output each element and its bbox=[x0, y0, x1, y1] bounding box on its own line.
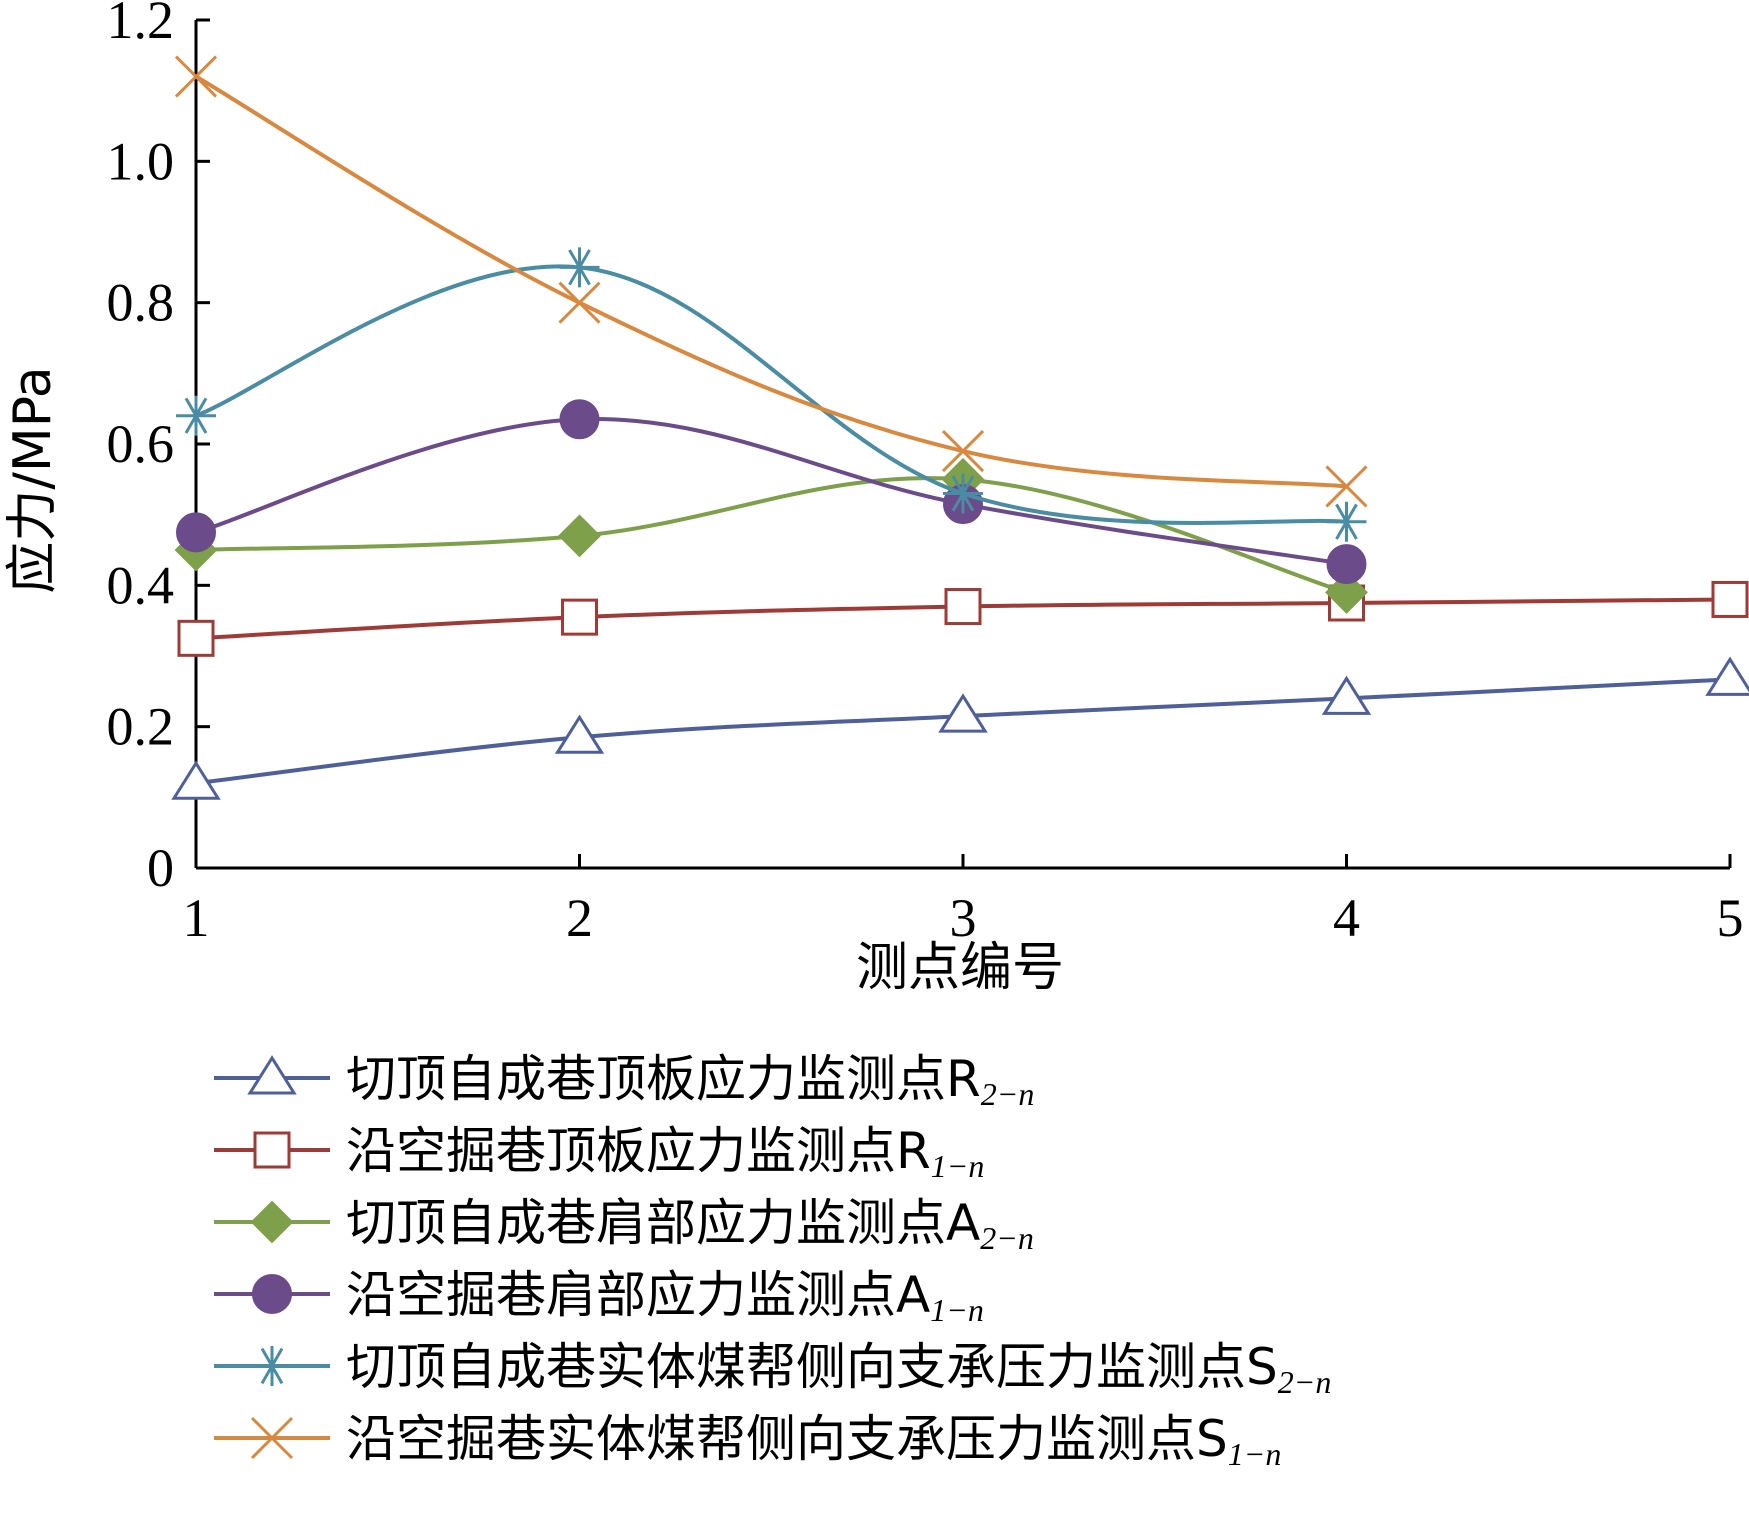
x-axis-title: 测点编号 bbox=[856, 938, 1064, 998]
legend-subscript: 1−n bbox=[930, 1292, 984, 1328]
axes: 0 0.2 0.4 0.6 0.8 1.0 1.2 1 2 3 4 5 bbox=[107, 0, 1744, 948]
series-layer bbox=[171, 55, 1749, 800]
data-point bbox=[1326, 501, 1367, 542]
legend-marker bbox=[252, 1274, 292, 1314]
legend-label: 沿空掘巷实体煤帮侧向支承压力监测点S1−n bbox=[346, 1410, 1281, 1472]
data-point bbox=[176, 395, 216, 436]
data-point bbox=[176, 512, 216, 553]
data-point bbox=[943, 473, 983, 514]
x-tick-label: 4 bbox=[1333, 888, 1360, 948]
legend-item: 沿空掘巷肩部应力监测点A1−n bbox=[214, 1266, 984, 1328]
legend: 切顶自成巷顶板应力监测点R2−n 沿空掘巷顶板应力监测点R1−n 切顶自成巷肩部应力… bbox=[214, 1050, 1331, 1472]
legend-item: 切顶自成巷顶板应力监测点R2−n bbox=[214, 1050, 1034, 1112]
series-line bbox=[195, 264, 1347, 525]
x-tick-label: 5 bbox=[1717, 888, 1744, 948]
y-tick-label: 0.8 bbox=[107, 273, 175, 333]
legend-subscript: 2−n bbox=[981, 1076, 1035, 1112]
data-point bbox=[1326, 544, 1367, 585]
y-tick-label: 0.4 bbox=[107, 555, 175, 615]
legend-label: 切顶自成巷肩部应力监测点A2−n bbox=[346, 1194, 1034, 1256]
legend-item: 沿空掘巷实体煤帮侧向支承压力监测点S1−n bbox=[214, 1410, 1281, 1472]
legend-label: 切顶自成巷实体煤帮侧向支承压力监测点S2−n bbox=[346, 1338, 1331, 1400]
data-point bbox=[561, 598, 598, 636]
legend-item: 切顶自成巷实体煤帮侧向支承压力监测点S2−n bbox=[214, 1338, 1331, 1400]
legend-label: 切顶自成巷顶板应力监测点R2−n bbox=[346, 1050, 1034, 1112]
data-point bbox=[1711, 580, 1749, 618]
data-point bbox=[1325, 570, 1368, 614]
series-line bbox=[194, 74, 1347, 489]
series-line bbox=[195, 476, 1348, 595]
legend-item: 切顶自成巷肩部应力监测点A2−n bbox=[214, 1194, 1034, 1256]
data-point bbox=[177, 619, 215, 657]
y-tick-label: 0.6 bbox=[107, 414, 175, 474]
y-tick-label: 0 bbox=[147, 838, 174, 898]
data-point bbox=[941, 430, 985, 473]
x-tick-label: 3 bbox=[950, 888, 977, 948]
data-point bbox=[1705, 656, 1749, 696]
y-tick-label: 0.2 bbox=[107, 697, 175, 757]
legend-marker bbox=[253, 1131, 291, 1169]
data-point bbox=[558, 281, 601, 324]
y-axis-title: 应力/MPa bbox=[3, 366, 63, 593]
data-point bbox=[171, 760, 221, 800]
y-tick-label: 1.0 bbox=[107, 131, 175, 191]
series-line bbox=[195, 416, 1347, 567]
legend-marker bbox=[250, 1200, 294, 1244]
data-point bbox=[559, 247, 600, 288]
series-3 bbox=[174, 457, 1368, 614]
series-1 bbox=[171, 656, 1749, 800]
legend-subscript: 1−n bbox=[931, 1148, 985, 1184]
y-tick-label: 1.2 bbox=[107, 0, 175, 50]
x-tick-label: 1 bbox=[183, 888, 210, 948]
data-point bbox=[174, 55, 218, 98]
legend-subscript: 2−n bbox=[980, 1220, 1034, 1256]
data-point bbox=[938, 693, 988, 733]
legend-label: 沿空掘巷顶板应力监测点R1−n bbox=[346, 1122, 984, 1184]
data-point bbox=[559, 399, 600, 440]
data-point bbox=[944, 588, 982, 626]
data-point bbox=[554, 714, 605, 754]
legend-label: 沿空掘巷肩部应力监测点A1−n bbox=[346, 1266, 984, 1328]
series-4 bbox=[176, 399, 1367, 585]
data-point bbox=[558, 514, 601, 558]
legend-marker bbox=[247, 1055, 297, 1095]
legend-marker bbox=[250, 1416, 294, 1460]
series-5 bbox=[176, 247, 1367, 542]
x-tick-label: 2 bbox=[566, 888, 593, 948]
series-6 bbox=[174, 55, 1368, 508]
data-point bbox=[1325, 465, 1368, 508]
legend-marker bbox=[252, 1346, 292, 1386]
series-2 bbox=[177, 580, 1749, 657]
legend-subscript: 2−n bbox=[1278, 1364, 1332, 1400]
legend-item: 沿空掘巷顶板应力监测点R1−n bbox=[214, 1122, 984, 1184]
legend-subscript: 1−n bbox=[1228, 1436, 1282, 1472]
data-point bbox=[1321, 675, 1372, 715]
